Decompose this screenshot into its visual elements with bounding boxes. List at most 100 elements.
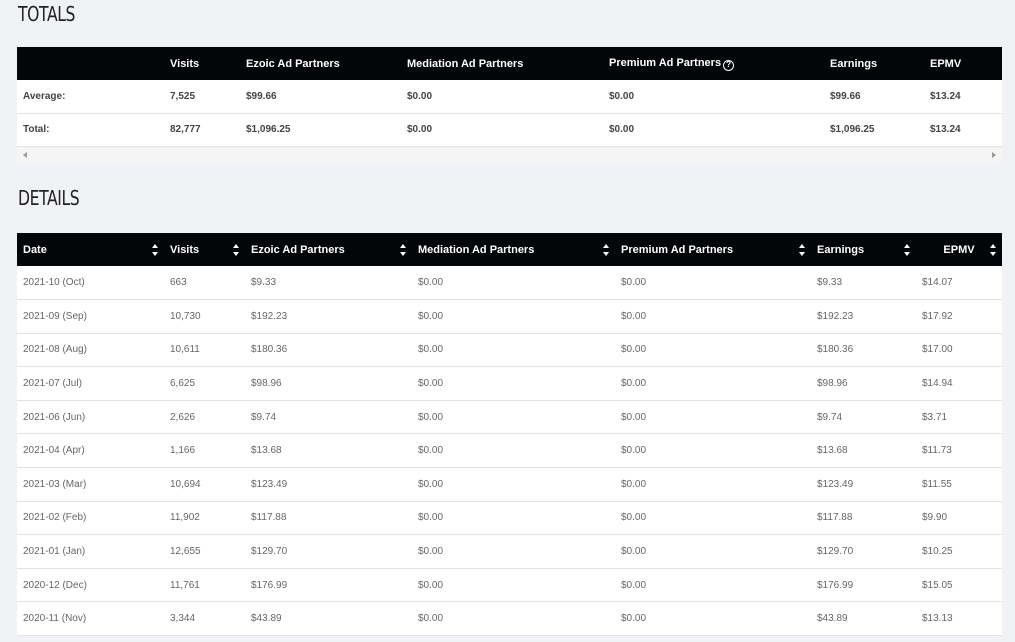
cell-mediation: $0.00 bbox=[412, 299, 615, 334]
cell-premium: $0.00 bbox=[603, 113, 824, 147]
details-col-date[interactable]: Date bbox=[17, 233, 164, 266]
cell-visits: 3,344 bbox=[164, 601, 245, 637]
details-col-earnings[interactable]: Earnings bbox=[811, 233, 916, 266]
cell-epmv: $17.00 bbox=[916, 333, 1002, 368]
cell-visits: 12,655 bbox=[164, 534, 245, 569]
totals-col-mediation: Mediation Ad Partners bbox=[407, 57, 524, 70]
cell-earnings: $123.49 bbox=[811, 467, 916, 502]
details-col-ezoic-label: Ezoic Ad Partners bbox=[251, 243, 345, 256]
totals-horizontal-scrollbar[interactable] bbox=[17, 146, 1002, 164]
cell-visits: 6,625 bbox=[164, 366, 245, 401]
cell-epmv: $11.55 bbox=[916, 467, 1002, 502]
cell-mediation: $0.00 bbox=[412, 366, 615, 401]
details-col-epmv[interactable]: EPMV bbox=[916, 233, 1002, 266]
cell-label: 2021-03 (Mar) bbox=[17, 467, 164, 502]
cell-premium: $0.00 bbox=[615, 467, 811, 502]
cell-mediation: $0.00 bbox=[412, 534, 615, 569]
cell-epmv: $3.71 bbox=[916, 400, 1002, 435]
cell-label: Average: bbox=[17, 80, 164, 114]
cell-earnings: $176.99 bbox=[811, 568, 916, 603]
cell-label: 2020-11 (Nov) bbox=[17, 601, 164, 637]
cell-premium: $0.00 bbox=[603, 80, 824, 114]
cell-label: 2021-09 (Sep) bbox=[17, 299, 164, 334]
table-row: 2020-11 (Nov) 3,344 $43.89 $0.00 $0.00 $43.89… bbox=[17, 601, 1002, 637]
cell-earnings: $9.74 bbox=[811, 400, 916, 435]
cell-epmv: $14.94 bbox=[916, 366, 1002, 401]
cell-earnings: $98.96 bbox=[811, 366, 916, 401]
cell-visits: 11,761 bbox=[164, 568, 245, 603]
details-col-date-label: Date bbox=[23, 243, 47, 256]
cell-earnings: $117.88 bbox=[811, 501, 916, 536]
cell-label: Total: bbox=[17, 113, 164, 147]
table-row: 2021-08 (Aug) 10,611 $180.36 $0.00 $0.00 $180… bbox=[17, 333, 1002, 368]
cell-mediation: $0.00 bbox=[412, 266, 615, 301]
details-title: DETAILS bbox=[18, 186, 80, 210]
cell-mediation: $0.00 bbox=[412, 400, 615, 435]
cell-premium: $0.00 bbox=[615, 433, 811, 469]
cell-mediation: $0.00 bbox=[401, 80, 603, 114]
cell-mediation: $0.00 bbox=[412, 333, 615, 368]
sort-icon[interactable] bbox=[152, 243, 158, 257]
cell-ezoic: $123.49 bbox=[245, 467, 412, 502]
sort-icon[interactable] bbox=[233, 243, 239, 257]
cell-earnings: $13.68 bbox=[811, 433, 916, 469]
cell-visits: 10,694 bbox=[164, 467, 245, 502]
cell-label: 2020-12 (Dec) bbox=[17, 568, 164, 603]
cell-earnings: $192.23 bbox=[811, 299, 916, 334]
cell-visits: 1,166 bbox=[164, 433, 245, 469]
totals-table: Visits Ezoic Ad Partners Mediation Ad Pa… bbox=[17, 47, 1002, 147]
table-row: 2021-03 (Mar) 10,694 $123.49 $0.00 $0.00 $123… bbox=[17, 467, 1002, 502]
cell-label: 2021-10 (Oct) bbox=[17, 266, 164, 301]
cell-premium: $0.00 bbox=[615, 534, 811, 569]
sort-icon[interactable] bbox=[799, 243, 805, 257]
cell-epmv: $15.05 bbox=[916, 568, 1002, 603]
totals-header-row: Visits Ezoic Ad Partners Mediation Ad Pa… bbox=[17, 47, 1002, 80]
cell-mediation: $0.00 bbox=[401, 113, 603, 147]
details-table: Date Visits Ezoic Ad Partners Mediation … bbox=[17, 233, 1002, 637]
cell-visits: 11,902 bbox=[164, 501, 245, 536]
details-col-premium[interactable]: Premium Ad Partners bbox=[615, 233, 811, 266]
details-col-earnings-label: Earnings bbox=[817, 243, 865, 256]
sort-icon[interactable] bbox=[400, 243, 406, 257]
cell-ezoic: $9.33 bbox=[245, 266, 412, 301]
cell-earnings: $43.89 bbox=[811, 601, 916, 637]
sort-icon[interactable] bbox=[603, 243, 609, 257]
cell-ezoic: $9.74 bbox=[245, 400, 412, 435]
details-col-ezoic[interactable]: Ezoic Ad Partners bbox=[245, 233, 412, 266]
cell-premium: $0.00 bbox=[615, 333, 811, 368]
details-col-premium-label: Premium Ad Partners bbox=[621, 243, 734, 256]
totals-table-container: Visits Ezoic Ad Partners Mediation Ad Pa… bbox=[17, 47, 1002, 164]
cell-mediation: $0.00 bbox=[412, 568, 615, 603]
table-row: 2021-06 (Jun) 2,626 $9.74 $0.00 $0.00 $9.74 $3… bbox=[17, 400, 1002, 435]
cell-ezoic: $117.88 bbox=[245, 501, 412, 536]
scroll-right-arrow-icon[interactable] bbox=[992, 151, 996, 158]
cell-visits: 663 bbox=[164, 266, 245, 301]
cell-visits: 7,525 bbox=[164, 80, 240, 114]
totals-col-earnings: Earnings bbox=[830, 57, 878, 70]
totals-col-premium-label: Premium Ad Partners bbox=[609, 56, 722, 69]
cell-epmv: $11.73 bbox=[916, 433, 1002, 469]
sort-icon[interactable] bbox=[904, 243, 910, 257]
totals-title: TOTALS bbox=[18, 2, 76, 26]
question-circle-icon[interactable]: ? bbox=[723, 59, 735, 71]
details-col-visits[interactable]: Visits bbox=[164, 233, 245, 266]
cell-visits: 2,626 bbox=[164, 400, 245, 435]
cell-premium: $0.00 bbox=[615, 501, 811, 536]
sort-icon[interactable] bbox=[990, 243, 996, 257]
cell-epmv: $9.90 bbox=[916, 501, 1002, 536]
cell-label: 2021-01 (Jan) bbox=[17, 534, 164, 569]
cell-epmv: $13.13 bbox=[916, 601, 1002, 637]
totals-col-visits: Visits bbox=[170, 57, 200, 70]
details-header-row: Date Visits Ezoic Ad Partners Mediation … bbox=[17, 233, 1002, 266]
cell-label: 2021-04 (Apr) bbox=[17, 433, 164, 469]
cell-ezoic: $176.99 bbox=[245, 568, 412, 603]
scroll-left-arrow-icon[interactable] bbox=[23, 151, 27, 158]
cell-label: 2021-02 (Feb) bbox=[17, 501, 164, 536]
cell-mediation: $0.00 bbox=[412, 433, 615, 469]
totals-col-ezoic: Ezoic Ad Partners bbox=[246, 57, 340, 70]
cell-visits: 10,611 bbox=[164, 333, 245, 368]
details-col-epmv-label: EPMV bbox=[943, 243, 975, 256]
cell-premium: $0.00 bbox=[615, 400, 811, 435]
details-table-container: Date Visits Ezoic Ad Partners Mediation … bbox=[17, 233, 1002, 637]
details-col-mediation[interactable]: Mediation Ad Partners bbox=[412, 233, 615, 266]
